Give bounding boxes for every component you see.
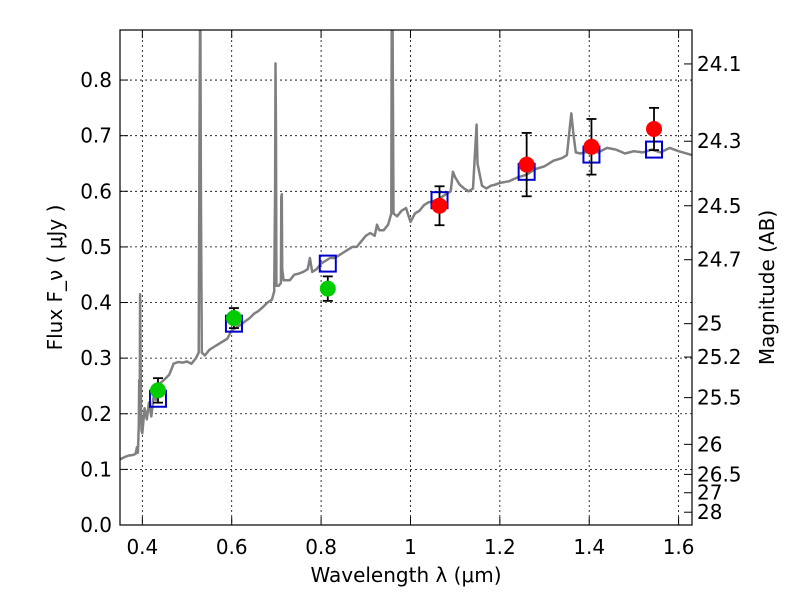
mag-tick-label: 26 [697,432,722,456]
y-tick-label: 0.3 [80,346,112,370]
mag-tick-label: 24.7 [697,248,742,272]
x-axis-label: Wavelength λ (μm) [310,563,501,587]
mag-tick-label: 25 [697,312,722,336]
y-tick-label: 0.2 [80,402,112,426]
spectrum-layer [120,30,692,461]
y-tick-label: 0.5 [80,235,112,259]
mag-tick-label: 26.5 [697,462,742,486]
x-tick-label: 1.4 [573,535,605,559]
x-tick-label: 1.2 [484,535,516,559]
y-tick-label: 0.0 [80,513,112,537]
axis-ticks: 0.4 0.6 0.8 1 1.2 1.4 1.6 0.0 0.1 0.2 0.3 0.4 0.5 0.6… [80,30,742,559]
observed-circle-marker [583,138,600,155]
observed-circle-marker [518,156,535,173]
mag-tick-label: 28 [697,500,722,524]
observed-circle-marker [431,197,448,214]
x-tick-label: 0.8 [305,535,337,559]
mag-tick-label: 27 [697,481,722,505]
mag-tick-label: 25.2 [697,345,742,369]
mag-tick-label: 24.3 [697,129,742,153]
mag-tick-label: 25.5 [697,386,742,410]
x-tick-label: 1.6 [663,535,695,559]
observed-circle-marker [646,121,663,137]
mag-tick-label: 24.1 [697,52,742,76]
observed-circle-marker [319,280,336,297]
y-axis-label-right: Magnitude (AB) [755,210,779,365]
model-square-marker [318,254,337,273]
spectrum-line [120,30,692,461]
x-tick-label: 0.6 [216,535,248,559]
y-axis-label: Flux F_ν ( μJy ) [43,205,67,351]
y-tick-label: 0.1 [80,457,112,481]
y-tick-label: 0.7 [80,124,112,148]
y-tick-label: 0.8 [80,68,112,92]
points-layer [148,106,664,408]
plot-frame [119,29,693,526]
grid [120,30,692,526]
x-tick-label: 0.4 [126,535,158,559]
y-tick-label: 0.6 [80,179,112,203]
observed-circle-marker [225,310,242,327]
observed-circle-marker [149,382,166,399]
y-tick-label: 0.4 [80,291,112,315]
mag-tick-label: 24.5 [697,194,742,218]
x-tick-label: 1 [404,535,417,559]
